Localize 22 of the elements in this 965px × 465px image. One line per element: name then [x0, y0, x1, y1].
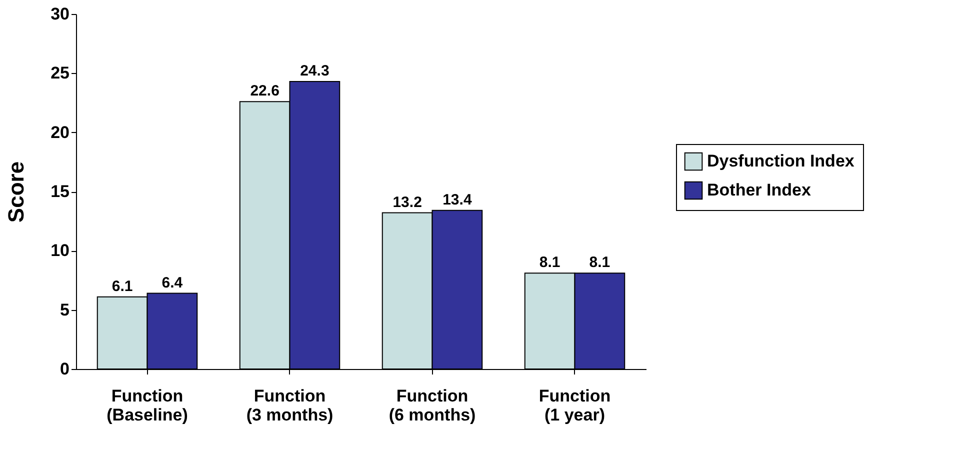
data-label: 24.3 — [300, 62, 330, 80]
data-label: 22.6 — [250, 82, 280, 100]
data-label: 13.4 — [442, 191, 472, 208]
y-tick-label: 15 — [50, 182, 70, 201]
y-axis-title: Score — [4, 161, 29, 223]
x-tick-label: Function (1 year) — [538, 386, 611, 424]
y-tick-label: 20 — [50, 122, 70, 142]
y-tick-label: 5 — [60, 300, 70, 320]
y-tick-label: 10 — [50, 241, 70, 260]
data-label: 6.4 — [162, 274, 184, 292]
x-tick-label: Function (Baseline) — [106, 386, 188, 424]
x-tick-label: Function (3 months) — [246, 386, 334, 424]
data-label: 8.1 — [589, 254, 610, 272]
y-tick-label: 25 — [50, 64, 70, 83]
y-tick-label: 30 — [50, 4, 70, 24]
data-label: 6.1 — [112, 278, 133, 295]
legend-label: Dysfunction Index — [707, 152, 855, 170]
data-label: 13.2 — [392, 194, 422, 211]
y-tick-label: 0 — [60, 360, 70, 378]
data-label: 8.1 — [539, 254, 560, 272]
x-tick-label: Function (6 months) — [388, 386, 476, 424]
legend-label: Bother Index — [707, 180, 812, 200]
